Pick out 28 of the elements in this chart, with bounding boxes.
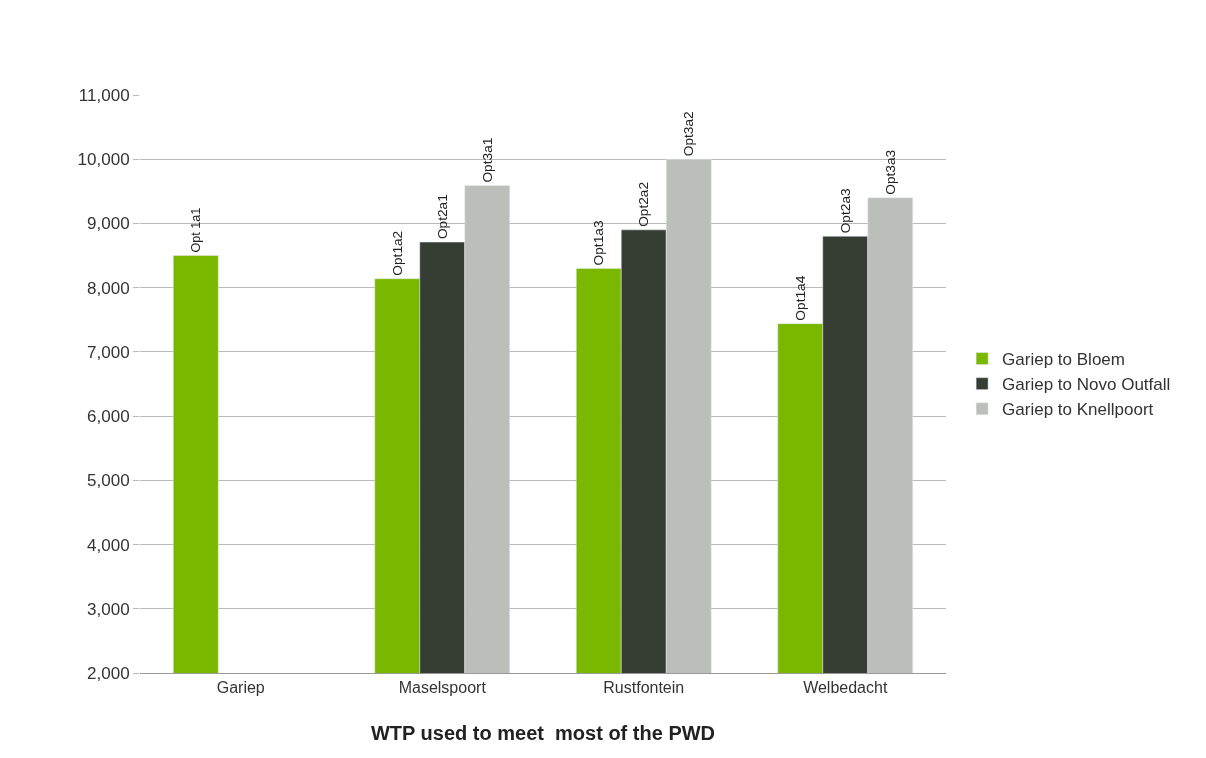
y-tick-label: 7,000 [87, 342, 130, 362]
data-label: Opt1a2 [389, 230, 405, 276]
y-tick-label: 11,000 [78, 85, 130, 105]
y-tick-label: 4,000 [87, 535, 130, 555]
data-label: Opt2a1 [434, 194, 450, 240]
data-label: Opt3a2 [681, 111, 697, 157]
y-tick-label: 2,000 [87, 663, 130, 683]
x-tick-label: Maselspoort [398, 679, 487, 697]
x-axis-title: WTP used to meet most of the PWD [370, 721, 716, 744]
y-tick-label: 8,000 [87, 278, 130, 298]
y-tick-label: 9,000 [87, 214, 130, 234]
legend-label: Gariep to Novo Outfall [1002, 375, 1171, 395]
data-label: Opt3a1 [479, 137, 495, 183]
y-tick-label: 10,000 [77, 150, 130, 170]
x-tick-label: Gariep [216, 679, 265, 697]
data-label: Opt1a3 [591, 220, 607, 266]
legend-label: Gariep to Knellpoort [1002, 400, 1154, 420]
data-label: Opt 1a1 [189, 207, 204, 253]
data-label: Opt2a2 [636, 181, 652, 227]
legend-label: Gariep to Bloem [1002, 350, 1125, 370]
y-tick-label: 3,000 [87, 599, 130, 619]
data-label: Opt3a3 [882, 149, 898, 195]
data-label: Opt1a4 [792, 275, 808, 321]
x-tick-label: Welbedacht [803, 679, 888, 697]
data-label: Opt2a3 [837, 188, 853, 234]
x-tick-label: Rustfontein [603, 679, 685, 697]
y-tick-label: 6,000 [87, 407, 130, 427]
y-tick-label: 5,000 [87, 471, 130, 491]
